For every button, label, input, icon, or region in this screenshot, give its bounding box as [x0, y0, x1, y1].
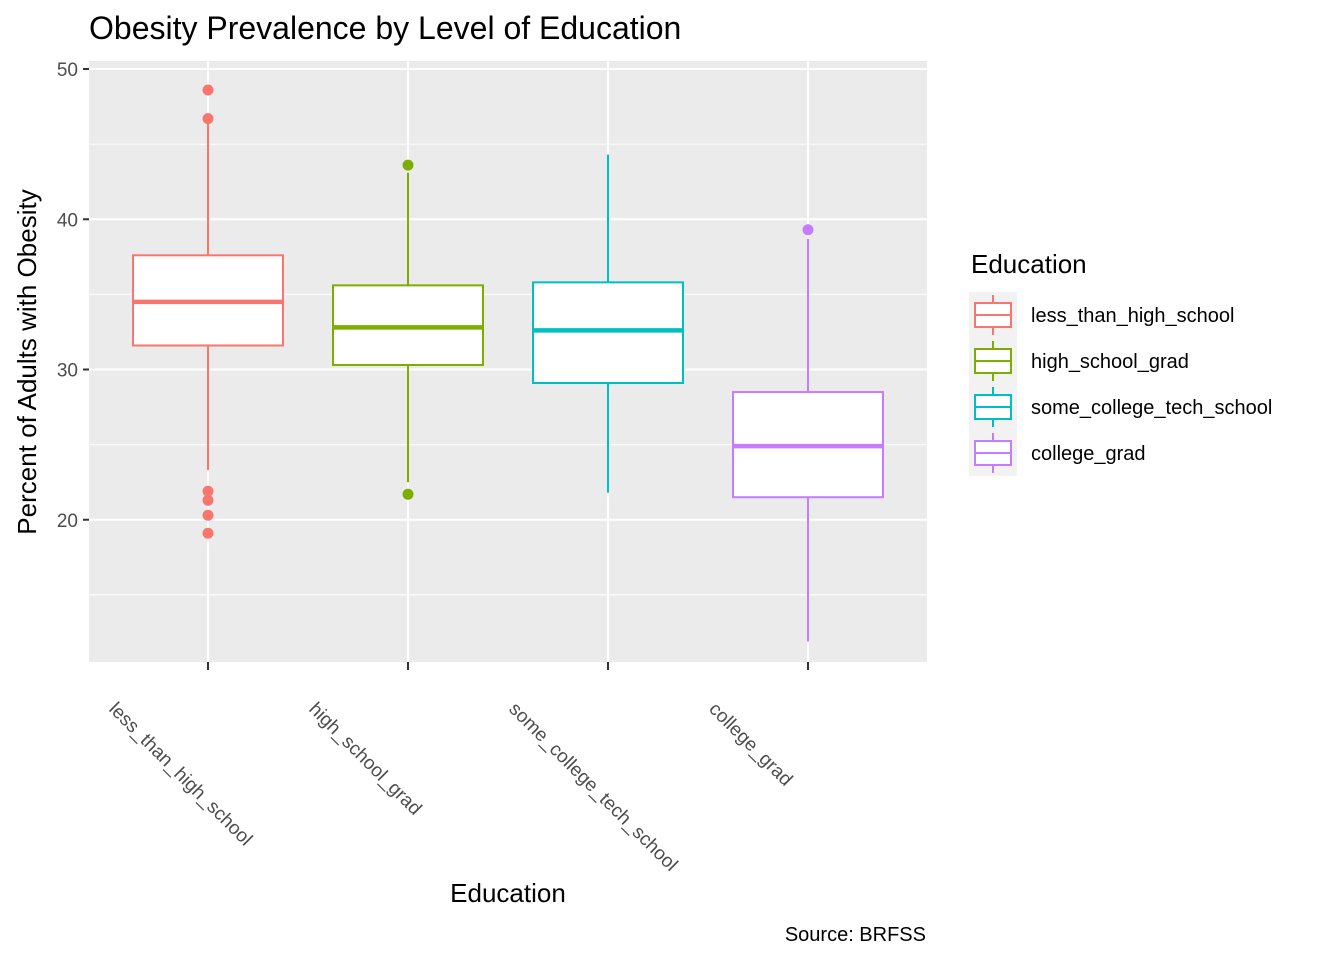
legend-item-high_school_grad: high_school_grad: [974, 341, 1189, 381]
box-group-some_college_tech_school: [532, 154, 684, 493]
outlier-point: [202, 527, 214, 539]
x-tick-label: less_than_high_school: [104, 699, 256, 851]
outlier-point: [202, 509, 214, 521]
legend-label: some_college_tech_school: [1031, 397, 1272, 419]
legend-item-college_grad: college_grad: [974, 433, 1146, 473]
legend-label: high_school_grad: [1031, 351, 1189, 373]
legend-item-less_than_high_school: less_than_high_school: [974, 295, 1235, 335]
legend-title: Education: [971, 249, 1087, 279]
x-tick-label: some_college_tech_school: [504, 699, 681, 876]
legend-item-some_college_tech_school: some_college_tech_school: [974, 387, 1272, 427]
outlier-point: [202, 494, 214, 506]
x-axis-title: Education: [450, 878, 566, 908]
box-group-college_grad: [732, 224, 884, 642]
y-axis-title: Percent of Adults with Obesity: [12, 189, 42, 534]
outlier-point: [402, 488, 414, 500]
outlier-point: [202, 113, 214, 125]
box-group-high_school_grad: [332, 159, 484, 500]
outlier-point: [202, 84, 214, 96]
iqr-box: [332, 284, 484, 366]
boxes: [132, 84, 884, 642]
plot-panel: [89, 61, 927, 662]
legend: Education less_than_high_school high_scho…: [969, 249, 1272, 476]
y-tick-label: 20: [57, 511, 78, 532]
y-tick-label: 40: [57, 210, 78, 231]
caption: Source: BRFSS: [785, 924, 926, 946]
y-tick-label: 50: [57, 60, 78, 81]
chart-title: Obesity Prevalence by Level of Education: [89, 10, 681, 46]
x-tick-label: college_grad: [704, 699, 796, 791]
outlier-point: [202, 485, 214, 497]
x-tick-label: high_school_grad: [304, 699, 425, 820]
iqr-box: [532, 281, 684, 385]
y-tick-label: 30: [57, 361, 78, 382]
outlier-point: [402, 159, 414, 171]
legend-label: less_than_high_school: [1031, 305, 1235, 327]
legend-label: college_grad: [1031, 443, 1146, 465]
box-group-less_than_high_school: [132, 84, 284, 539]
outlier-point: [802, 224, 814, 236]
